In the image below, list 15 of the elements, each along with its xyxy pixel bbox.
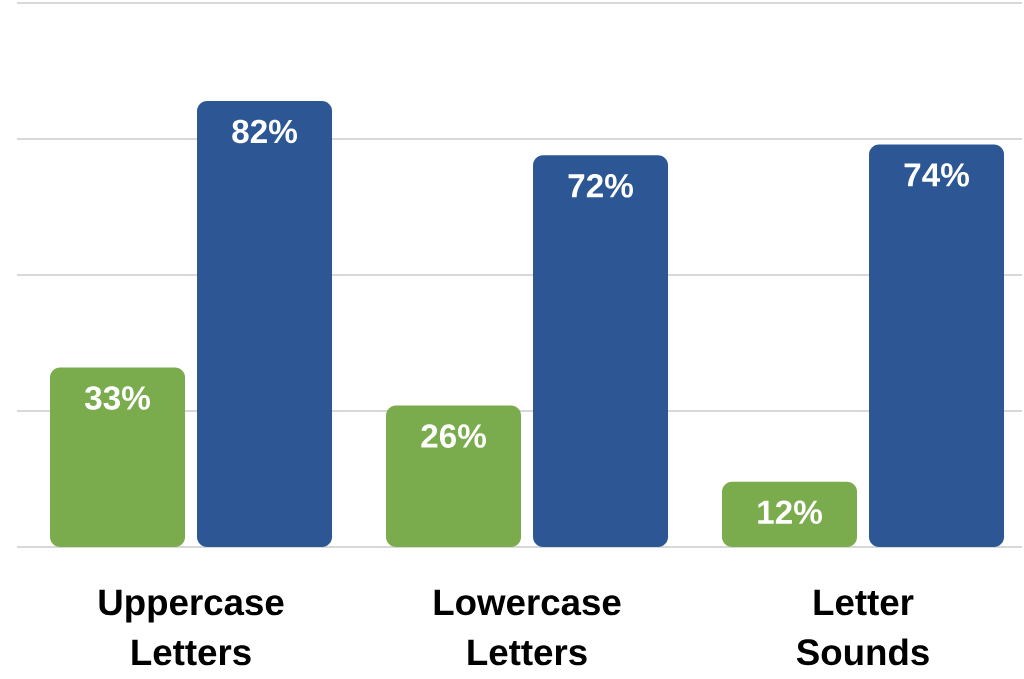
x-tick-label: Lowercase Letters bbox=[434, 589, 621, 666]
data-label: 74% bbox=[904, 163, 969, 187]
data-label: 33% bbox=[84, 386, 150, 410]
x-tick-label: Uppercase Letters bbox=[99, 589, 284, 666]
bar bbox=[197, 100, 333, 547]
bar bbox=[50, 367, 186, 547]
bar bbox=[533, 155, 669, 547]
data-label: 26% bbox=[421, 424, 486, 448]
bar bbox=[722, 481, 858, 547]
x-tick-label: Letter Sounds bbox=[796, 589, 929, 666]
bar bbox=[869, 144, 1005, 547]
data-label: 12% bbox=[758, 500, 822, 524]
data-label: 82% bbox=[232, 119, 297, 144]
data-label: 72% bbox=[568, 174, 633, 198]
bar bbox=[386, 405, 522, 547]
